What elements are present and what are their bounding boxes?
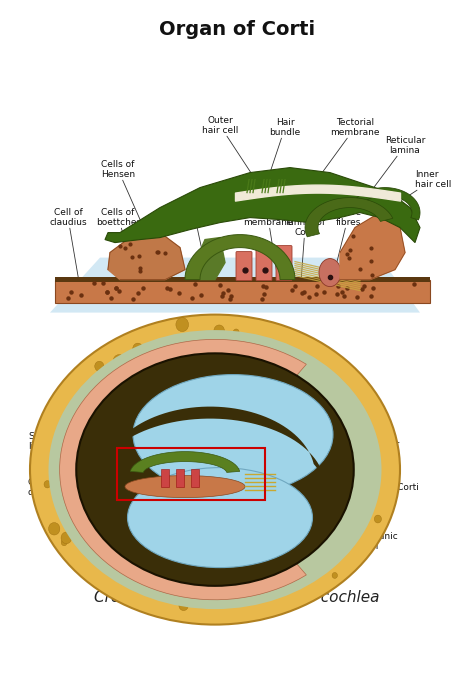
Text: VectorStock.com/40674548: VectorStock.com/40674548 [306,671,450,681]
FancyBboxPatch shape [276,245,292,281]
Text: Cells of
boettcher: Cells of boettcher [96,208,140,288]
Ellipse shape [233,329,239,335]
Text: Organ of Corti: Organ of Corti [297,480,419,492]
Ellipse shape [176,318,189,332]
Text: Cell of
claudius: Cell of claudius [49,208,87,288]
Polygon shape [108,233,185,279]
Text: Spiral
ligament: Spiral ligament [28,432,80,451]
Ellipse shape [61,532,72,544]
Text: Tectorial
membrane: Tectorial membrane [320,118,380,176]
FancyBboxPatch shape [161,468,169,487]
Ellipse shape [66,462,73,470]
Ellipse shape [374,515,382,523]
Polygon shape [55,279,430,302]
Text: Outer
hair cell: Outer hair cell [202,116,262,190]
Ellipse shape [76,353,354,586]
Ellipse shape [113,355,126,368]
Ellipse shape [332,572,337,579]
Text: Cochlear
duct: Cochlear duct [28,478,110,497]
FancyBboxPatch shape [191,468,199,487]
Text: Auditory
nerve: Auditory nerve [300,498,393,517]
Polygon shape [354,187,420,220]
Text: VectorStock: VectorStock [24,669,118,683]
Ellipse shape [128,468,312,567]
Text: Vestibular
canal: Vestibular canal [345,440,400,459]
Polygon shape [95,406,324,497]
Ellipse shape [343,532,356,546]
Ellipse shape [44,481,51,488]
Ellipse shape [74,528,85,539]
Polygon shape [105,167,420,243]
Polygon shape [340,213,405,279]
FancyBboxPatch shape [236,252,252,281]
Ellipse shape [319,259,341,286]
Text: Basilar
membrane: Basilar membrane [243,208,293,293]
Ellipse shape [194,350,203,360]
Text: Tympanic
canal: Tympanic canal [315,532,398,551]
Polygon shape [55,277,430,282]
Ellipse shape [353,466,365,480]
Text: Cross-section of one spiral of cochlea: Cross-section of one spiral of cochlea [94,590,380,605]
Text: Inner
hair cell: Inner hair cell [360,170,451,228]
Polygon shape [60,339,306,600]
Text: Tunnel of
Corti: Tunnel of Corti [284,218,326,296]
Ellipse shape [245,349,254,360]
Ellipse shape [133,374,333,495]
Text: Organ of Corti: Organ of Corti [159,20,315,39]
Polygon shape [130,452,240,473]
Ellipse shape [125,475,245,498]
Ellipse shape [250,339,257,347]
Text: Cells of
Deiters: Cells of Deiters [178,208,212,288]
Ellipse shape [61,539,67,546]
Ellipse shape [362,499,374,512]
Text: Nerve
fibres: Nerve fibres [330,208,362,289]
Polygon shape [50,258,420,312]
FancyBboxPatch shape [176,468,184,487]
Ellipse shape [179,600,188,611]
Ellipse shape [95,361,104,372]
Polygon shape [195,238,225,279]
Text: Bone: Bone [355,413,378,422]
Ellipse shape [30,314,400,625]
Ellipse shape [352,443,364,457]
Ellipse shape [360,445,366,452]
Ellipse shape [48,330,382,609]
Text: Hair
bundle: Hair bundle [267,118,301,182]
Ellipse shape [290,576,302,590]
Polygon shape [185,235,295,279]
FancyBboxPatch shape [256,249,272,281]
Ellipse shape [287,576,301,590]
Ellipse shape [48,523,60,535]
Ellipse shape [214,325,224,337]
Polygon shape [305,198,393,237]
Text: Reticular
lamina: Reticular lamina [370,136,425,192]
Text: Cells of
Hensen: Cells of Hensen [101,160,148,238]
Ellipse shape [133,343,143,354]
